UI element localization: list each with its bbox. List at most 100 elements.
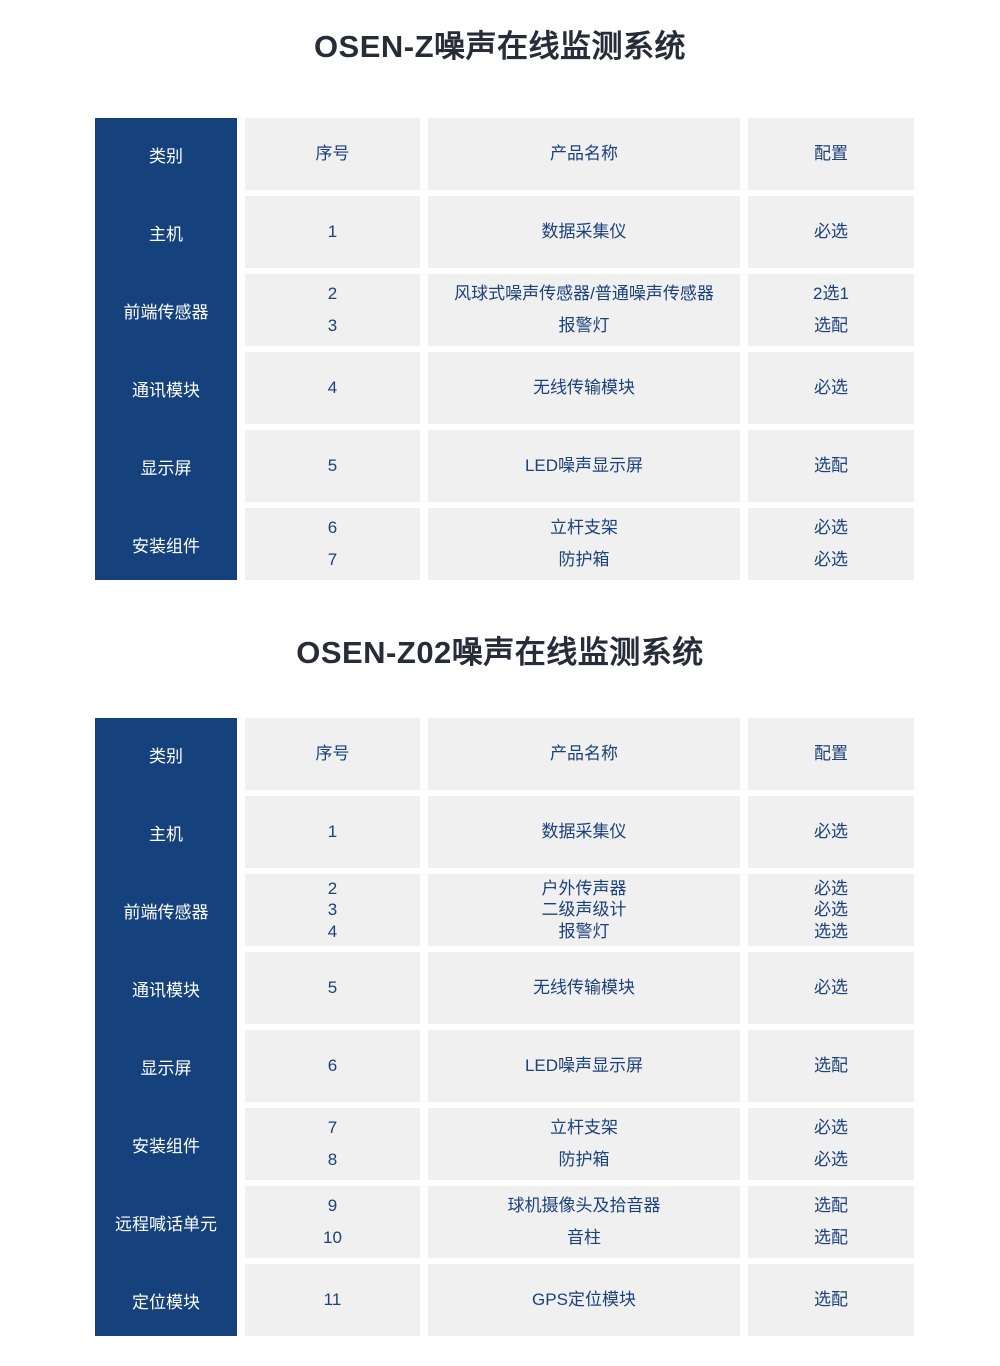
category-cell: 安装组件 [132, 1136, 200, 1156]
index-value: 4 [327, 378, 338, 398]
product-name: 报警灯 [558, 921, 610, 941]
product-table-osen-z: 类别 主机 前端传感器 通讯模块 显示屏 安装组件 序号 产品名称 配置 1 数据采集仪 必选 2 3 风… [95, 118, 914, 580]
table-section-osen-z: OSEN-Z噪声在线监测系统 类别 主机 前端传感器 通讯模块 显示屏 安装组件 序号 产品… [0, 0, 1000, 580]
page-title-osen-z: OSEN-Z噪声在线监测系统 [313, 29, 687, 64]
config-value: 必选 [814, 222, 848, 242]
header-label: 产品名称 [550, 144, 618, 164]
product-name: 立杆支架 [550, 1118, 618, 1138]
index-value: 3 [327, 316, 338, 336]
config-cell: 选配 选配 [748, 1186, 914, 1258]
table-row: 2 3 4 户外传声器 二级声级计 报警灯 必选 必选 选选 [245, 874, 914, 946]
table-row: 2 3 风球式噪声传感器/普通噪声传感器 报警灯 2选1 选配 [245, 274, 914, 346]
index-cell: 6 [245, 1030, 420, 1102]
config-cell: 必选 [748, 952, 914, 1024]
product-cell: GPS定位模块 [428, 1264, 740, 1336]
config-value: 必选 [814, 1118, 848, 1138]
index-value: 1 [327, 222, 338, 242]
table-row: 1 数据采集仪 必选 [245, 796, 914, 868]
config-value: 2选1 [813, 284, 849, 304]
index-cell: 5 [245, 952, 420, 1024]
category-column: 类别 主机 前端传感器 通讯模块 显示屏 安装组件 [95, 118, 237, 580]
product-name: 防护箱 [558, 550, 610, 570]
config-cell: 必选 必选 [748, 508, 914, 580]
config-value: 必选 [814, 550, 848, 570]
config-cell: 必选 必选 选选 [748, 874, 914, 946]
product-name: 无线传输模块 [533, 978, 635, 998]
product-cell: 风球式噪声传感器/普通噪声传感器 报警灯 [428, 274, 740, 346]
index-value: 4 [327, 921, 338, 941]
product-table-osen-z02: 类别 主机 前端传感器 通讯模块 显示屏 安装组件 远程喊话单元 定位模块 序号 产品名称 配置 1… [95, 718, 914, 1336]
config-value: 选配 [814, 316, 848, 336]
product-cell: LED噪声显示屏 [428, 1030, 740, 1102]
product-name: 二级声级计 [541, 900, 627, 920]
product-cell: 数据采集仪 [428, 796, 740, 868]
product-cell: 立杆支架 防护箱 [428, 1108, 740, 1180]
header-label: 配置 [814, 144, 848, 164]
product-header-cell: 产品名称 [428, 718, 740, 790]
product-cell: 户外传声器 二级声级计 报警灯 [428, 874, 740, 946]
page-title-osen-z02: OSEN-Z02噪声在线监测系统 [296, 635, 704, 670]
index-cell: 1 [245, 196, 420, 268]
index-value: 10 [323, 1228, 342, 1248]
config-value: 必选 [814, 900, 848, 920]
index-value: 6 [327, 1056, 338, 1076]
config-header-cell: 配置 [748, 718, 914, 790]
category-cell: 安装组件 [132, 536, 200, 556]
product-name: 无线传输模块 [533, 378, 635, 398]
product-cell: 数据采集仪 [428, 196, 740, 268]
product-name: 防护箱 [558, 1150, 610, 1170]
index-value: 7 [327, 1118, 338, 1138]
config-value: 选配 [814, 1196, 848, 1216]
config-header-cell: 配置 [748, 118, 914, 190]
config-value: 必选 [814, 378, 848, 398]
category-cell: 前端传感器 [123, 902, 209, 922]
config-value: 选选 [814, 921, 848, 941]
table-header-row: 序号 产品名称 配置 [245, 718, 914, 790]
config-value: 选配 [814, 1228, 848, 1248]
config-value: 必选 [814, 1150, 848, 1170]
index-value: 3 [327, 900, 338, 920]
table-rows: 序号 产品名称 配置 1 数据采集仪 必选 2 3 风球式噪声传感器/普通噪声传感器 报警灯 2选1… [245, 118, 914, 580]
table-row: 6 7 立杆支架 防护箱 必选 必选 [245, 508, 914, 580]
config-cell: 2选1 选配 [748, 274, 914, 346]
product-cell: 无线传输模块 [428, 352, 740, 424]
config-value: 选配 [814, 456, 848, 476]
product-cell: 无线传输模块 [428, 952, 740, 1024]
product-header-cell: 产品名称 [428, 118, 740, 190]
category-cell: 主机 [149, 224, 183, 244]
category-column: 类别 主机 前端传感器 通讯模块 显示屏 安装组件 远程喊话单元 定位模块 [95, 718, 237, 1336]
index-value: 8 [327, 1150, 338, 1170]
header-label: 产品名称 [550, 744, 618, 764]
product-cell: 球机摄像头及拾音器 音柱 [428, 1186, 740, 1258]
config-cell: 必选 必选 [748, 1108, 914, 1180]
table-row: 4 无线传输模块 必选 [245, 352, 914, 424]
index-header-cell: 序号 [245, 718, 420, 790]
index-value: 2 [327, 284, 338, 304]
category-cell: 通讯模块 [132, 380, 200, 400]
config-cell: 选配 [748, 1264, 914, 1336]
index-value: 2 [327, 879, 338, 899]
config-cell: 必选 [748, 352, 914, 424]
config-value: 选配 [814, 1056, 848, 1076]
category-cell: 主机 [149, 824, 183, 844]
index-cell: 4 [245, 352, 420, 424]
index-value: 11 [323, 1290, 342, 1310]
category-cell: 显示屏 [140, 1058, 192, 1078]
table-row: 11 GPS定位模块 选配 [245, 1264, 914, 1336]
product-name: 球机摄像头及拾音器 [507, 1196, 661, 1216]
product-cell: 立杆支架 防护箱 [428, 508, 740, 580]
category-header-cell: 类别 [149, 746, 183, 766]
config-value: 必选 [814, 822, 848, 842]
index-value: 1 [327, 822, 338, 842]
product-name: 音柱 [567, 1228, 601, 1248]
product-name: 数据采集仪 [541, 822, 627, 842]
product-name: 风球式噪声传感器/普通噪声传感器 [454, 284, 714, 304]
table-rows: 序号 产品名称 配置 1 数据采集仪 必选 2 3 4 户外传声器 二级声级计 报警灯 必选 必选 选选 5 无… [245, 718, 914, 1336]
category-cell: 定位模块 [132, 1292, 200, 1312]
table-header-row: 序号 产品名称 配置 [245, 118, 914, 190]
